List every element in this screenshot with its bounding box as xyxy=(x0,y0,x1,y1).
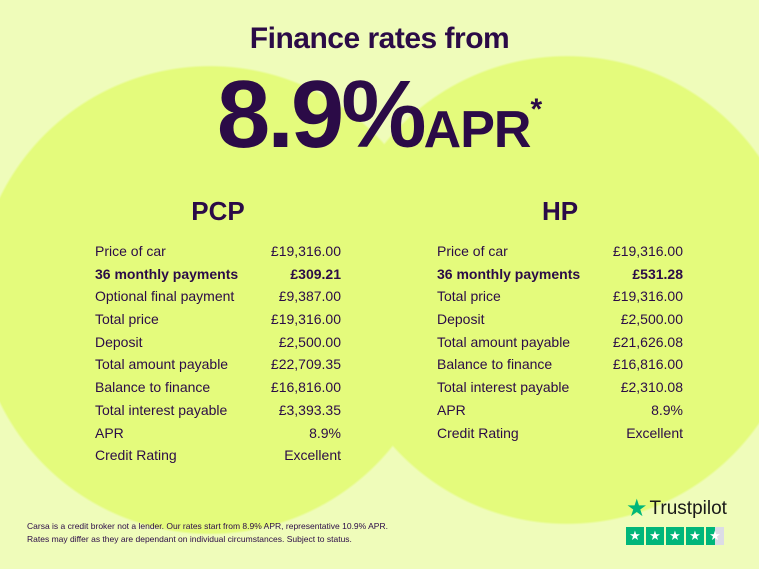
table-row: Balance to finance £16,816.00 xyxy=(95,376,341,399)
table-row: Price of car £19,316.00 xyxy=(437,240,683,263)
star-icon: ★ xyxy=(626,495,648,522)
row-label: Total amount payable xyxy=(95,356,229,373)
row-label: Credit Rating xyxy=(437,424,519,441)
row-value: £19,316.00 xyxy=(612,243,683,259)
row-label: Total interest payable xyxy=(437,379,570,396)
row-value: £2,500.00 xyxy=(620,311,683,328)
table-row: Total interest payable £2,310.08 xyxy=(437,376,683,399)
row-label: Balance to finance xyxy=(437,356,553,373)
disclaimer-line-1: Carsa is a credit broker not a lender. O… xyxy=(27,521,388,531)
asterisk: * xyxy=(530,93,543,126)
rating-star-icon: ★ xyxy=(706,527,724,545)
row-value: £309.21 xyxy=(290,265,341,282)
table-row: Total amount payable £21,626.08 xyxy=(437,331,683,354)
row-value: £19,316.00 xyxy=(270,243,341,259)
row-label: Balance to finance xyxy=(95,379,211,396)
row-label: Deposit xyxy=(95,333,143,350)
table-row: Total amount payable £22,709.35 xyxy=(95,353,341,376)
background-circle-right xyxy=(332,55,759,525)
row-value: £9,387.00 xyxy=(278,288,341,305)
row-value: £16,816.00 xyxy=(612,356,683,373)
table-row: Total price £19,316.00 xyxy=(437,285,683,308)
disclaimer: Carsa is a credit broker not a lender. O… xyxy=(27,520,388,546)
row-value: 8.9% xyxy=(309,424,341,441)
row-label: Deposit xyxy=(437,311,485,328)
row-label: Optional final payment xyxy=(95,288,235,305)
table-row: 36 monthly payments £309.21 xyxy=(95,263,341,286)
row-label: Price of car xyxy=(437,243,508,259)
table-row: Credit Rating Excellent xyxy=(95,444,341,467)
row-label: Total interest payable xyxy=(95,401,228,418)
row-value: £19,316.00 xyxy=(612,288,683,305)
row-value: £21,626.08 xyxy=(612,333,683,350)
table-row: Balance to finance £16,816.00 xyxy=(437,353,683,376)
table-row: Deposit £2,500.00 xyxy=(95,331,341,354)
row-value: £2,310.08 xyxy=(620,379,683,396)
row-label: Total amount payable xyxy=(437,333,571,350)
row-value: £2,500.00 xyxy=(278,333,341,350)
table-row: Optional final payment £9,387.00 xyxy=(95,285,341,308)
pcp-table: PCP Price of car £19,316.00 36 monthly pay… xyxy=(95,196,341,467)
row-value: £531.28 xyxy=(632,265,683,282)
rating-star-icon: ★ xyxy=(626,527,644,545)
trustpilot-rating: ★ ★ ★ ★ ★ xyxy=(626,527,727,545)
row-label: 36 monthly payments xyxy=(437,265,581,282)
row-value: Excellent xyxy=(284,447,341,464)
row-label: APR xyxy=(437,401,466,418)
hp-table: HP Price of car £19,316.00 36 monthly paym… xyxy=(437,196,683,444)
row-label: APR xyxy=(95,424,124,441)
hp-title: HP xyxy=(541,196,579,226)
table-row: Price of car £19,316.00 xyxy=(95,240,341,263)
table-row: Deposit £2,500.00 xyxy=(437,308,683,331)
table-row: Total interest payable £3,393.35 xyxy=(95,399,341,422)
row-value: £16,816.00 xyxy=(270,379,341,396)
disclaimer-line-2: Rates may differ as they are dependant o… xyxy=(27,534,352,544)
trustpilot-name: Trustpilot xyxy=(649,497,727,519)
row-label: Credit Rating xyxy=(95,447,177,464)
row-value: £19,316.00 xyxy=(270,311,341,328)
trustpilot-badge: ★ Trustpilot ★ ★ ★ ★ ★ xyxy=(626,494,727,545)
table-row: APR 8.9% xyxy=(95,422,341,445)
table-row: Total price £19,316.00 xyxy=(95,308,341,331)
rate-suffix: APR xyxy=(423,101,532,159)
pcp-title: PCP xyxy=(191,196,245,226)
rating-star-icon: ★ xyxy=(666,527,684,545)
headline: Finance rates from xyxy=(249,22,510,55)
rating-star-icon: ★ xyxy=(646,527,664,545)
table-row: APR 8.9% xyxy=(437,399,683,422)
rating-star-icon: ★ xyxy=(686,527,704,545)
table-row: Credit Rating Excellent xyxy=(437,422,683,445)
row-value: Excellent xyxy=(626,424,683,441)
row-label: Total price xyxy=(437,288,501,305)
row-label: Price of car xyxy=(95,243,166,259)
row-value: 8.9% xyxy=(651,401,683,418)
row-value: £3,393.35 xyxy=(278,401,341,418)
rate-display: 8.9%APR* xyxy=(0,60,759,170)
row-label: 36 monthly payments xyxy=(95,265,239,282)
row-value: £22,709.35 xyxy=(270,356,341,373)
rate-value: 8.9% xyxy=(216,61,427,168)
row-label: Total price xyxy=(95,311,159,328)
table-row: 36 monthly payments £531.28 xyxy=(437,263,683,286)
